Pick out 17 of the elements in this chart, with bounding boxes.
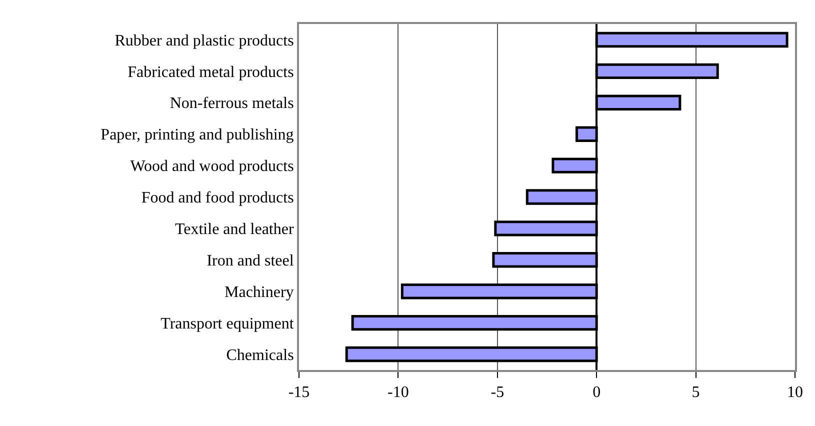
- y-tick-label: Chemicals: [226, 346, 294, 364]
- y-tick-label: Wood and wood products: [130, 158, 294, 176]
- y-tick-label: Food and food products: [141, 190, 294, 207]
- y-tick-label: Rubber and plastic products: [114, 32, 294, 50]
- y-tick-label: Machinery: [224, 284, 294, 301]
- y-tick-label: Iron and steel: [206, 252, 294, 270]
- x-tick-label: 0: [592, 384, 601, 402]
- x-tick-label: -10: [388, 384, 409, 402]
- y-tick-label: Textile and leather: [174, 221, 294, 238]
- y-tick-label: Fabricated metal products: [128, 64, 294, 81]
- y-tick-label: Non-ferrous metals: [170, 95, 294, 112]
- x-tick-label: 5: [692, 384, 700, 402]
- x-tick-label: -15: [288, 384, 310, 402]
- y-tick-label: Paper, printing and publishing: [100, 126, 294, 144]
- x-tick-label: -5: [490, 384, 504, 402]
- y-tick-label: Transport equipment: [160, 315, 294, 332]
- x-tick-label: 10: [787, 384, 803, 402]
